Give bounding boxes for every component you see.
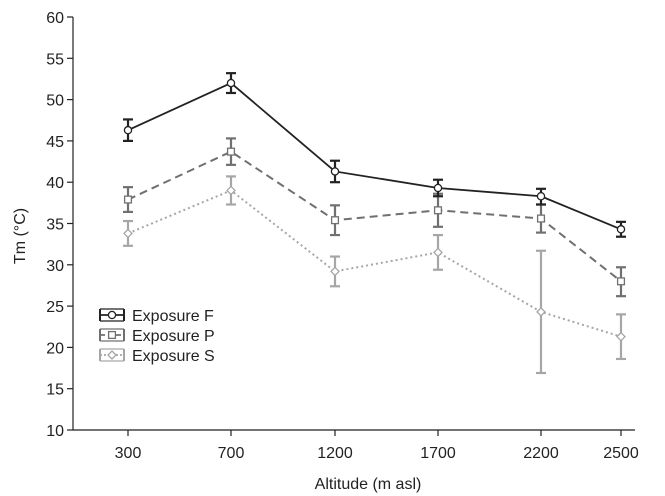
series-exposure-f [123, 72, 626, 238]
x-tick-label: 1200 [317, 445, 353, 462]
series-exposure-p [123, 137, 626, 298]
data-point [536, 191, 546, 201]
legend-marker [107, 330, 117, 340]
legend-item: Exposure F [99, 308, 214, 325]
data-point [536, 306, 546, 317]
legend-marker [107, 310, 117, 320]
chart-legend: Exposure F Exposure P Exposure S [99, 308, 215, 365]
y-axis-title: Tm (°C) [12, 208, 29, 264]
x-tick-label: 1700 [420, 445, 456, 462]
data-point [226, 147, 236, 156]
data-point [330, 216, 340, 225]
legend-label: Exposure P [132, 328, 215, 345]
x-tick-label: 300 [115, 445, 142, 462]
y-tick-label: 60 [46, 10, 64, 27]
y-tick-label: 55 [46, 51, 64, 68]
series-line [127, 82, 622, 231]
data-point [536, 214, 546, 223]
data-point [330, 266, 340, 277]
chart-series-layer [123, 72, 626, 375]
y-tick-label: 20 [46, 340, 64, 357]
y-tick-label: 10 [46, 423, 64, 440]
data-point [123, 195, 133, 204]
y-tick-label: 50 [46, 93, 64, 110]
x-tick-label: 2200 [523, 445, 559, 462]
data-point [616, 225, 626, 234]
x-tick-label: 700 [218, 445, 245, 462]
x-axis-title: Altitude (m asl) [315, 476, 422, 493]
series-line [127, 150, 622, 283]
x-tick-label: 2500 [603, 445, 639, 462]
data-point [226, 78, 236, 88]
data-point [616, 331, 626, 342]
legend-marker [107, 350, 117, 360]
y-tick-label: 30 [46, 258, 64, 275]
chart-axes: 10 15 20 25 30 35 40 45 50 55 60 300 700 1200 1700 2200… [46, 10, 639, 462]
data-point [616, 277, 626, 286]
series-exposure-s [123, 175, 626, 375]
data-point [123, 228, 133, 239]
legend-label: Exposure S [132, 348, 215, 365]
data-point [433, 247, 443, 258]
y-tick-label: 35 [46, 217, 64, 234]
data-point [330, 167, 340, 176]
y-tick-label: 25 [46, 299, 64, 316]
legend-item: Exposure S [99, 348, 215, 365]
series-line [127, 189, 622, 338]
y-tick-label: 15 [46, 382, 64, 399]
data-point [226, 185, 236, 196]
data-point [433, 206, 443, 215]
legend-item: Exposure P [99, 328, 215, 345]
y-tick-label: 40 [46, 175, 64, 192]
data-point [123, 125, 133, 135]
data-point [433, 183, 443, 193]
legend-label: Exposure F [132, 308, 214, 325]
y-tick-label: 45 [46, 134, 64, 151]
